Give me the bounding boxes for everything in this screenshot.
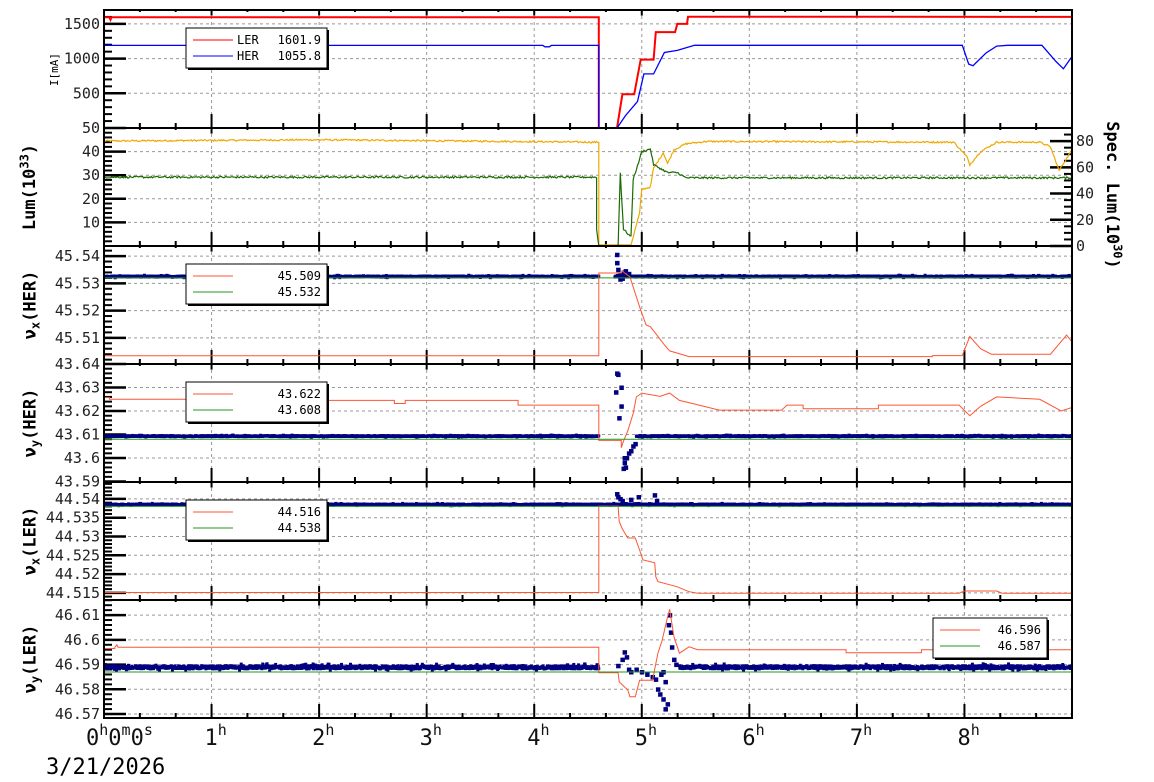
y-tick-label: 43.59 bbox=[55, 473, 100, 491]
panel-frame bbox=[103, 127, 1073, 247]
y2-tick-label: 40 bbox=[1076, 185, 1094, 203]
legend-value: 43.608 bbox=[278, 403, 321, 417]
series-line-her bbox=[104, 44, 1072, 128]
scatter-point-transient bbox=[619, 404, 624, 409]
scatter-point-transient bbox=[618, 273, 623, 278]
legend-value: 45.532 bbox=[278, 285, 321, 299]
scatter-point-transient bbox=[616, 372, 621, 378]
panel-data bbox=[104, 138, 1072, 246]
panel-5: 44.5444.53544.5344.52544.5244.51544.5164… bbox=[46, 481, 1073, 602]
legend-label: LER bbox=[237, 33, 259, 47]
scatter-point-transient bbox=[624, 456, 630, 461]
scatter-point-transient bbox=[629, 448, 634, 454]
scatter-point-transient bbox=[615, 252, 620, 258]
y-tick-label: 43.64 bbox=[55, 355, 100, 373]
legend: 43.622 43.608 bbox=[185, 381, 329, 424]
scatter-point-transient bbox=[613, 390, 619, 395]
scatter-point-transient bbox=[619, 385, 624, 391]
y2-tick-label: 60 bbox=[1076, 158, 1094, 176]
y-tick-label: 1500 bbox=[64, 15, 100, 33]
y-tick-label: 40 bbox=[82, 143, 100, 161]
y-tick-label: 43.63 bbox=[55, 379, 100, 397]
scatter-point bbox=[142, 273, 146, 277]
panel-4: 43.64 43.63 43.62 43.61 43.6 43.59 43.622 43.60… bbox=[55, 355, 1073, 491]
y-tick-label: 44.53 bbox=[55, 527, 100, 545]
y-tick-label: 44.525 bbox=[46, 546, 100, 564]
scatter-point-transient bbox=[621, 466, 626, 472]
scatter-point-transient bbox=[615, 260, 620, 266]
scatter-point-transient bbox=[622, 460, 628, 466]
panel-data bbox=[104, 15, 1072, 128]
legend-value: 43.622 bbox=[278, 387, 321, 401]
scatter-point-transient bbox=[616, 267, 621, 273]
y2-tick-label: 20 bbox=[1076, 211, 1094, 229]
y-tick-label: 44.535 bbox=[46, 509, 100, 527]
series-line-spec-lum bbox=[104, 148, 1072, 246]
legend-box bbox=[185, 263, 328, 305]
y-tick-label: 1000 bbox=[64, 50, 100, 68]
scatter-point-transient bbox=[617, 416, 622, 421]
y-tick-label: 45.54 bbox=[55, 247, 100, 265]
legend-value: 45.509 bbox=[278, 269, 321, 283]
y-tick-label: 43.62 bbox=[55, 402, 100, 420]
y-tick-label: 500 bbox=[73, 84, 100, 102]
series-line-lum bbox=[104, 138, 1072, 246]
series-line-ler bbox=[104, 15, 1072, 128]
legend-label: HER bbox=[237, 49, 259, 63]
y2-tick-label: 0 bbox=[1076, 237, 1085, 255]
scatter-point-transient bbox=[626, 451, 632, 456]
scatter-point-transient bbox=[631, 444, 636, 449]
scatter-point-transient bbox=[626, 271, 632, 277]
panel-1: 1500 1000 500 LER 1601.9 HER 1055.8 bbox=[64, 9, 1073, 129]
y-tick-label: 20 bbox=[82, 190, 100, 208]
y-tick-label: 30 bbox=[82, 166, 100, 184]
legend-box bbox=[185, 27, 328, 69]
y2-tick-label: 80 bbox=[1076, 132, 1094, 150]
y-tick-label: 43.61 bbox=[55, 426, 100, 444]
y-tick-label: 44.54 bbox=[55, 490, 100, 508]
series-line-set bbox=[104, 392, 1072, 448]
y-tick-label: 43.6 bbox=[64, 449, 100, 467]
scatter-point-transient bbox=[633, 441, 638, 447]
scatter-point-transient bbox=[620, 276, 625, 281]
y-tick-label: 45.53 bbox=[55, 274, 100, 292]
panel-data bbox=[104, 371, 1072, 472]
series-line-set bbox=[104, 269, 1072, 358]
y-tick-label: 10 bbox=[82, 213, 100, 231]
legend: LER 1601.9 HER 1055.8 bbox=[185, 27, 329, 70]
legend-value: 1601.9 bbox=[278, 33, 321, 47]
legend: 45.509 45.532 bbox=[185, 263, 329, 306]
legend-box bbox=[185, 381, 328, 423]
y-tick-label: 45.51 bbox=[55, 329, 100, 347]
legend-value: 1055.8 bbox=[278, 49, 321, 63]
panel-2: 50 40 30 20 10 80 60 40 20 0 bbox=[82, 119, 1094, 255]
y-tick-label: 44.52 bbox=[55, 565, 100, 583]
panel-3: 45.54 45.53 45.52 45.51 45.509 45.532 bbox=[55, 245, 1073, 365]
y-tick-label: 50 bbox=[82, 119, 100, 137]
y-tick-label: 44.515 bbox=[46, 584, 100, 602]
y-tick-label: 45.52 bbox=[55, 302, 100, 320]
